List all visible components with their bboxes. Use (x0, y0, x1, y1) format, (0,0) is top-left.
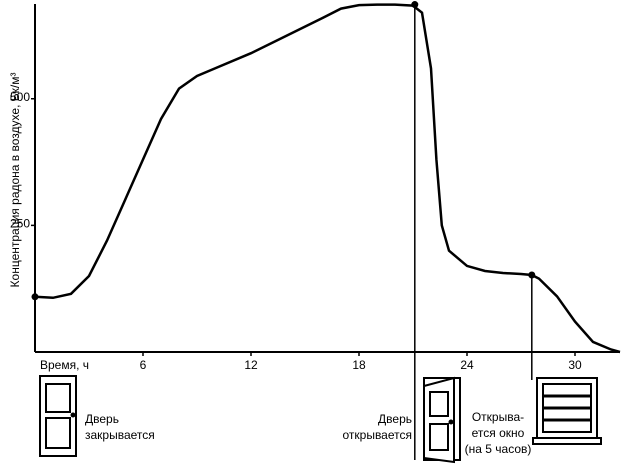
event-label: Дверь (85, 412, 119, 426)
y-tick-label: 250 (10, 217, 30, 231)
event-label: (на 5 часов) (465, 442, 532, 456)
event-label: закрывается (85, 428, 155, 442)
window-icon (532, 377, 602, 445)
door-open-icon (423, 376, 461, 464)
event-label: ется окно (472, 426, 525, 440)
event-point (528, 271, 536, 279)
x-tick-label: 18 (352, 358, 366, 372)
x-tick-label: 24 (460, 358, 474, 372)
x-tick-label: 30 (568, 358, 582, 372)
x-tick-label: 6 (140, 358, 147, 372)
x-tick-label: 12 (244, 358, 258, 372)
x-axis-label: Время, ч (40, 358, 89, 372)
event-point (31, 293, 39, 301)
event-point (411, 1, 419, 9)
y-axis-label: Концентрация радона в воздухе, Бк/м³ (8, 73, 22, 288)
event-label: Открыва- (472, 410, 524, 424)
event-label: Дверь (378, 412, 412, 426)
event-label: открывается (342, 428, 412, 442)
y-tick-label: 500 (10, 90, 30, 104)
door-icon (39, 375, 77, 457)
